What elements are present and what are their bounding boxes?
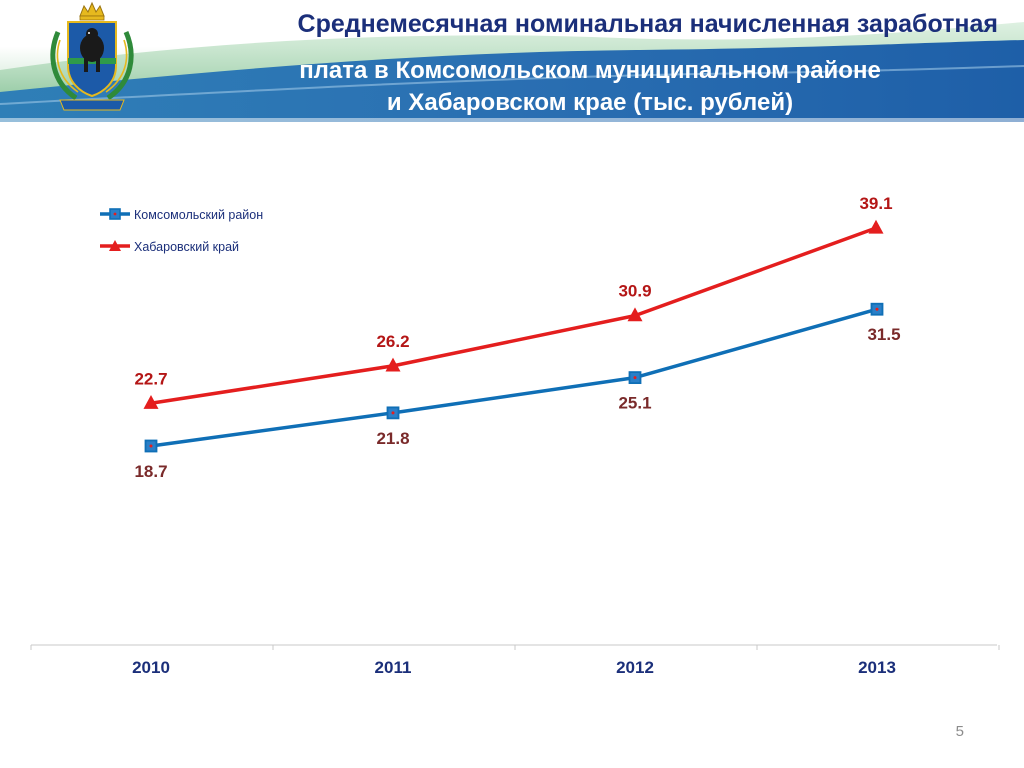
legend-marker-triangle [109,240,121,251]
header-wave-background [0,22,1024,122]
page-number: 5 [955,723,964,740]
data-label: 31.5 [867,325,900,344]
header-banner: Среднемесячная номинальная начисленная з… [0,0,1024,122]
series-marker-dot [149,444,153,448]
legend-label: Хабаровский край [134,240,239,254]
x-tick-label: 2011 [375,658,412,677]
slide-title-lines-2-3: плата в Комсомольском муниципальном райо… [160,55,1020,119]
series-marker-triangle [868,219,884,234]
series-line [150,226,877,405]
data-label: 18.7 [134,462,167,481]
data-label: 21.8 [376,429,409,448]
data-label: 30.9 [618,282,651,301]
series-marker-dot [875,307,879,311]
series-marker-triangle [143,394,159,409]
x-tick-label: 2013 [858,658,896,677]
legend-label: Комсомольский район [134,208,263,222]
data-label: 25.1 [618,394,651,413]
slide-title-line-2: плата в Комсомольском муниципальном райо… [299,57,881,84]
series-marker-dot [391,411,395,415]
legend-marker-dot [113,212,117,216]
slide-title-line-3: и Хабаровском крае (тыс. рублей) [386,89,794,116]
x-tick-label: 2012 [616,658,654,677]
series-line [150,307,878,448]
data-label: 39.1 [859,194,892,213]
data-label: 26.2 [376,332,409,351]
series-marker-triangle [627,307,643,322]
data-label: 22.7 [134,369,167,388]
slide-title-line-1: Среднемесячная номинальная начисленная з… [297,10,998,38]
series-marker-dot [633,376,637,380]
series-marker-triangle [385,357,401,372]
x-tick-label: 2010 [132,658,170,677]
khabarovsk-krai-emblem [50,1,134,111]
